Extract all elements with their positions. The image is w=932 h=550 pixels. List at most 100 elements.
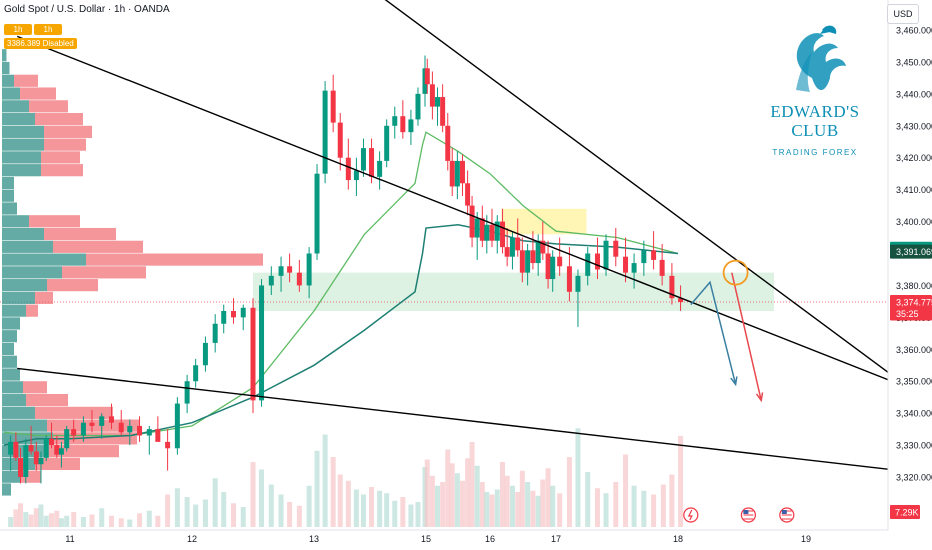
candle-body: [174, 403, 180, 449]
candle-bear: [337, 113, 343, 171]
candle-bear: [489, 208, 495, 248]
profile-bar-up: [2, 330, 17, 343]
candle-bull: [212, 314, 218, 353]
symbol-title[interactable]: Gold Spot / U.S. Dollar · 1h · OANDA: [4, 4, 170, 15]
volume-bar: [212, 478, 218, 527]
currency-button[interactable]: USD: [887, 4, 919, 24]
volume-bar: [377, 490, 383, 527]
volume-bar: [337, 474, 343, 527]
volume-bar: [71, 512, 77, 527]
candle-bull: [525, 243, 531, 286]
volume-bar: [459, 480, 465, 527]
trendline-2: [384, 0, 901, 382]
candle-body: [474, 218, 480, 238]
y-tick-label: 3,450.000: [896, 57, 932, 67]
volume-bar: [519, 470, 525, 527]
us-flag-icon[interactable]: [779, 507, 795, 523]
volume-tag: 7.29K: [890, 505, 920, 519]
candle-body: [54, 445, 60, 455]
volume-bar: [545, 468, 551, 527]
candle-body: [250, 307, 256, 401]
candle-body: [28, 445, 34, 452]
candle-body: [392, 116, 398, 126]
candle-bear: [49, 422, 55, 449]
candle-bear: [465, 170, 471, 216]
price-tag-bg: [890, 306, 932, 321]
profile-bar-down: [86, 253, 263, 266]
volume-bar: [557, 493, 563, 527]
profile-bar-down: [26, 304, 38, 317]
candle-bear: [445, 113, 451, 171]
profile-bar-up: [2, 164, 41, 177]
profile-bar-up: [2, 125, 44, 138]
zone-support: [253, 272, 774, 311]
y-tick-label: 3,420.000: [896, 153, 932, 163]
indicator-badges: 1h 1h: [4, 24, 62, 35]
lightning-icon-bolt: [687, 509, 693, 521]
volume-bar: [296, 505, 302, 527]
candle-body: [494, 221, 500, 241]
volume-bar: [603, 493, 609, 527]
profile-bar-up: [2, 61, 10, 75]
volume-bar: [89, 514, 95, 527]
candle-bear: [613, 227, 619, 267]
volume-bar: [400, 497, 406, 527]
candle-bear: [345, 138, 351, 190]
logo-name-line2: CLUB: [791, 121, 839, 140]
candle-body: [296, 272, 302, 286]
lightning-icon[interactable]: [683, 507, 699, 523]
profile-bar-down: [29, 215, 80, 228]
y-tick-label: 3,380.000: [896, 281, 932, 291]
candle-body: [530, 250, 536, 264]
candle-body: [479, 218, 485, 241]
volume-bar: [440, 482, 446, 527]
candle-body: [240, 307, 246, 318]
candle-body: [38, 457, 44, 465]
candle-bull: [435, 87, 441, 126]
y-tick-label: 3,340.000: [896, 409, 932, 419]
candle-body: [353, 170, 359, 181]
volume-bar: [18, 503, 23, 527]
candle-body: [519, 250, 525, 273]
volume-bar: [474, 465, 480, 527]
volume-bar: [33, 508, 39, 527]
volume-bar: [369, 487, 375, 527]
candle-bear: [459, 154, 465, 197]
profile-bar-up: [2, 215, 29, 228]
candle-body: [613, 240, 619, 257]
candle-bull: [38, 451, 44, 484]
candle-bear: [540, 221, 546, 260]
price-tag-text: 35:25: [896, 309, 919, 319]
indicator-status[interactable]: 3386.389 Disabled: [4, 38, 77, 49]
price-tag-text: 3,374.775: [896, 298, 932, 308]
logo-tagline: TRADING FOREX: [772, 148, 858, 157]
candle-bull: [494, 215, 500, 254]
profile-bar-up: [2, 355, 17, 368]
candle-bull: [454, 151, 460, 200]
volume-bar: [287, 502, 293, 527]
price-axis: [888, 0, 932, 550]
badge-left[interactable]: 1h: [4, 24, 32, 35]
volume-bar: [127, 519, 133, 527]
volume-bar: [330, 457, 336, 527]
candle-body: [659, 259, 665, 276]
volume-bar: [146, 510, 152, 527]
candle-body: [221, 310, 227, 324]
candle-bull: [259, 279, 265, 407]
volume-bar: [221, 492, 227, 527]
candle-body: [287, 266, 293, 273]
volume-bar: [306, 485, 312, 527]
profile-bar-down: [20, 87, 56, 100]
profile-bar-up: [2, 470, 20, 483]
badge-right[interactable]: 1h: [34, 24, 62, 35]
candle-body: [369, 148, 375, 177]
us-flag-icon-canton: [781, 510, 787, 514]
profile-bar-up: [2, 419, 47, 432]
volume-bar: [435, 485, 441, 527]
us-flag-icon[interactable]: [740, 507, 757, 523]
candle-body: [268, 275, 274, 286]
profile-bar-down: [20, 470, 41, 483]
volume-bar: [623, 454, 629, 527]
candle-bear: [108, 403, 114, 430]
